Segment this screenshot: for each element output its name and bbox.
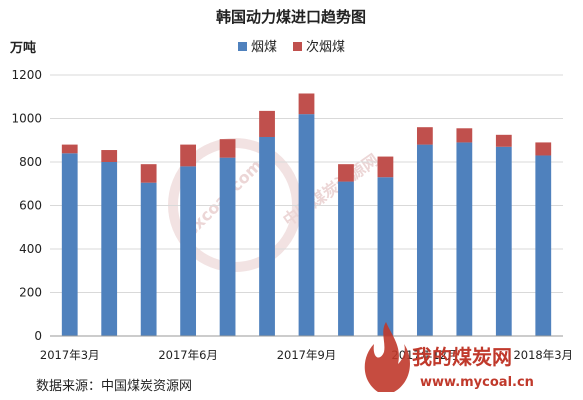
x-tick-label: 2017年6月: [158, 348, 218, 362]
bar-sub-bituminous: [219, 139, 236, 158]
logo-url: www.mycoal.cn: [420, 375, 534, 390]
bar-sub-bituminous: [259, 110, 275, 137]
y-tick-label: 1000: [11, 112, 42, 126]
bar-sub-bituminous: [298, 93, 315, 115]
legend: 烟煤 次烟煤: [238, 39, 345, 55]
bar-sub-bituminous: [377, 156, 394, 178]
bar-bituminous: [101, 162, 118, 336]
y-tick-label: 0: [34, 329, 42, 343]
x-tick-label: 2018年3月: [513, 348, 573, 362]
bar-bituminous: [456, 142, 473, 336]
legend-label: 次烟煤: [306, 39, 345, 55]
x-axis-ticks: 2017年3月 2017年6月 2017年9月 2017年12月 2018年3月: [40, 348, 573, 362]
legend-swatch: [238, 42, 247, 51]
bar-sub-bituminous: [416, 127, 433, 145]
bar-bituminous: [180, 166, 197, 336]
bar-bituminous: [495, 146, 512, 336]
bar-sub-bituminous: [535, 142, 552, 156]
bar-sub-bituminous: [495, 134, 512, 147]
flame-icon: [364, 322, 410, 392]
bar-sub-bituminous: [61, 144, 78, 154]
y-tick-label: 200: [19, 286, 42, 300]
bar-sub-bituminous: [140, 164, 157, 183]
y-tick-label: 400: [19, 242, 42, 256]
bar-bituminous: [535, 155, 552, 336]
bar-sub-bituminous: [456, 128, 473, 143]
x-tick-label: 2017年3月: [40, 348, 100, 362]
source-note: 数据来源：中国煤炭资源网: [36, 379, 192, 394]
bar-bituminous: [219, 157, 236, 336]
bar-bituminous: [338, 181, 354, 336]
bar-sub-bituminous: [338, 164, 354, 182]
y-axis-label: 万吨: [9, 40, 36, 56]
y-tick-label: 600: [19, 199, 42, 213]
legend-label: 烟煤: [251, 40, 277, 55]
bars: [61, 93, 552, 337]
site-logo: 我的煤炭网 www.mycoal.cn: [364, 322, 534, 392]
chart-title: 韩国动力煤进口趋势图: [216, 8, 366, 26]
y-tick-label: 1200: [11, 68, 42, 82]
y-tick-label: 800: [19, 155, 42, 169]
logo-text: 我的煤炭网: [412, 345, 512, 369]
y-axis-ticks: 0 200 400 600 800 1000 1200: [11, 68, 42, 343]
legend-swatch: [293, 42, 302, 51]
bar-bituminous: [61, 153, 78, 336]
bar-sub-bituminous: [101, 150, 118, 162]
bar-sub-bituminous: [180, 144, 197, 167]
bar-bituminous: [416, 144, 433, 336]
bar-bituminous: [259, 136, 275, 336]
bar-bituminous: [377, 177, 394, 336]
bar-bituminous: [140, 182, 157, 336]
bar-bituminous: [298, 114, 315, 337]
x-tick-label: 2017年9月: [277, 348, 337, 362]
